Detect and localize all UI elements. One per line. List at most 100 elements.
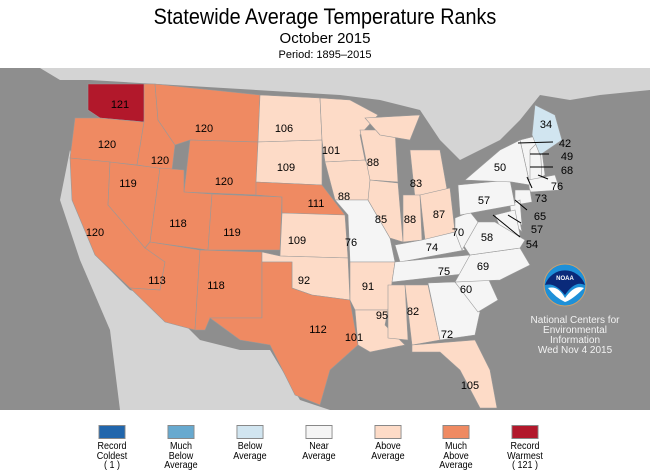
state-rank-label: 88 — [404, 214, 416, 226]
legend-item: Much Above Average — [420, 425, 492, 471]
state-rank-label: 65 — [534, 211, 546, 223]
callout-line — [492, 214, 521, 238]
credit-date: Wed Nov 4 2015 — [537, 345, 613, 356]
callout-line — [514, 199, 528, 211]
state-rank-label: 75 — [438, 266, 450, 278]
state-rank-label: 92 — [298, 275, 310, 287]
legend-item: Below Average — [214, 425, 286, 461]
state-rank-label: 57 — [531, 224, 543, 236]
state-rank-label: 57 — [478, 195, 490, 207]
legend-swatch — [511, 425, 539, 439]
state-rank-label: 91 — [362, 281, 374, 293]
state-shape — [209, 261, 359, 406]
state-rank-label: 111 — [308, 198, 325, 210]
us-state-map: 121 120 120 119 120 120 120 118 119 113 118 106 109 1… — [0, 68, 650, 410]
credit-line: Information — [549, 335, 601, 346]
legend-item: Record Warmest( 121 ) — [489, 425, 561, 471]
callout-line — [507, 214, 522, 224]
state-rank-label: 50 — [494, 162, 506, 174]
state-rank-label: 120 — [215, 176, 233, 188]
state-rank-label: 42 — [559, 138, 571, 150]
state-rank-label: 68 — [561, 165, 573, 177]
state-rank-label: 113 — [148, 275, 166, 287]
state-rank-label: 121 — [111, 99, 129, 111]
map-subtitle: October 2015 — [279, 30, 371, 47]
map-period: Period: 1895–2015 — [278, 49, 372, 61]
state-shape — [411, 339, 498, 409]
callout-line — [526, 176, 533, 189]
state-rank-label: 85 — [375, 214, 387, 226]
legend-swatch — [236, 425, 264, 439]
state-shape — [207, 193, 283, 251]
legend-swatch — [167, 425, 195, 439]
northeast-state — [527, 174, 561, 193]
callout-line — [537, 174, 549, 180]
svg-text:NOAA: NOAA — [556, 276, 574, 282]
legend-item: Near Average — [283, 425, 355, 461]
state-rank-label: 109 — [277, 162, 295, 174]
state-rank-label: 70 — [452, 227, 464, 239]
state-rank-label: 109 — [288, 235, 306, 247]
state-rank-label: 120 — [98, 139, 116, 151]
state-rank-label: 83 — [410, 178, 422, 190]
state-rank-label: 119 — [223, 227, 241, 239]
state-rank-label: 101 — [345, 332, 363, 344]
state-shape — [457, 179, 516, 216]
legend-item: Much Below Average — [145, 425, 217, 471]
state-rank-label: 120 — [86, 227, 104, 239]
legend-swatch — [305, 425, 333, 439]
state-rank-label: 34 — [540, 119, 552, 131]
state-rank-label: 74 — [426, 242, 438, 254]
state-rank-label: 76 — [345, 237, 357, 249]
state-rank-label: 69 — [477, 261, 489, 273]
ncei-credit: National Centers for Environmental Infor… — [510, 316, 640, 356]
state-rank-label: 49 — [561, 151, 573, 163]
legend-item: Record Coldest( 1 ) — [76, 425, 148, 471]
state-shape — [464, 139, 531, 186]
state-shape — [387, 284, 409, 341]
legend-swatch — [374, 425, 402, 439]
state-rank-label: 112 — [309, 324, 327, 336]
state-shape — [319, 97, 379, 163]
legend-label: Much Above Average — [439, 441, 473, 471]
legend-swatch — [442, 425, 470, 439]
state-shape — [154, 83, 261, 146]
state-rank-label: 54 — [526, 239, 538, 251]
state-rank-label: 72 — [441, 329, 453, 341]
state-rank-label: 118 — [169, 218, 187, 230]
legend-label: Near Average — [302, 441, 336, 462]
mexico-land — [60, 150, 330, 410]
map-title: Statewide Average Temperature Ranks — [153, 4, 497, 29]
canada-land — [0, 68, 650, 160]
state-rank-label: 82 — [407, 306, 419, 318]
state-rank-label: 101 — [322, 145, 340, 157]
legend-label: Record Warmest — [507, 441, 543, 462]
state-rank-label: 73 — [535, 193, 547, 205]
legend-label: Above Average — [371, 441, 405, 462]
state-rank-label: 60 — [460, 284, 472, 296]
state-rank-label: 119 — [119, 178, 137, 190]
state-rank-label: 106 — [275, 123, 293, 135]
state-rank-label: 87 — [433, 209, 445, 221]
noaa-logo: NOAA — [543, 263, 587, 307]
legend-swatch — [98, 425, 126, 439]
state-rank-label: 120 — [195, 123, 213, 135]
callout-line — [517, 141, 554, 144]
state-rank-label: 76 — [551, 181, 563, 193]
legend-sub: ( 121 ) — [511, 460, 539, 471]
state-rank-label: 105 — [461, 380, 479, 392]
state-rank-label: 88 — [367, 157, 379, 169]
state-rank-label: 58 — [481, 232, 493, 244]
state-rank-label: 120 — [151, 155, 169, 167]
state-shape — [367, 179, 404, 243]
legend-item: Above Average — [352, 425, 424, 461]
state-shape — [364, 114, 421, 141]
legend-sub: ( 1 ) — [103, 460, 121, 471]
state-rank-label: 118 — [207, 280, 225, 292]
credit-line: National Centers for — [530, 315, 620, 326]
credit-line: Environmental — [543, 325, 607, 336]
legend-label: Much Below Average — [164, 441, 198, 471]
legend-label: Below Average — [233, 441, 267, 462]
state-rank-label: 95 — [376, 310, 388, 322]
